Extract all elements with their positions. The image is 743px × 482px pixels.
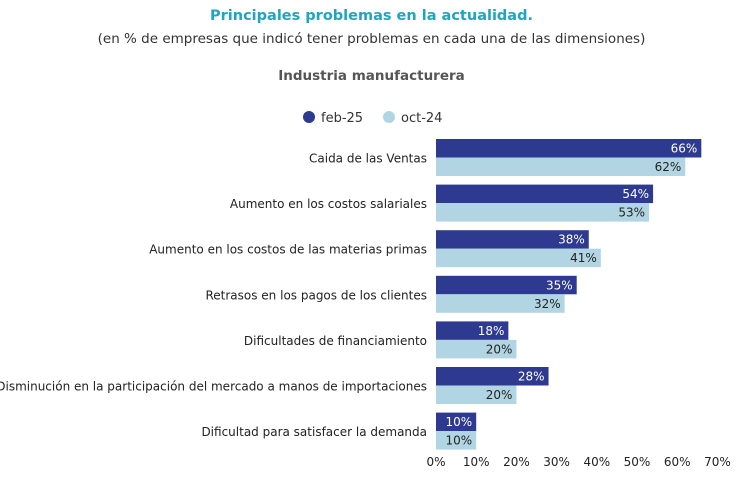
category-label: Caida de las Ventas	[309, 152, 427, 166]
category-label: Aumento en los costos de las materias pr…	[149, 243, 427, 257]
legend-label-oct-24: oct-24	[401, 111, 442, 126]
bar-oct-24	[436, 431, 477, 450]
data-label-oct-24: 10%	[446, 434, 473, 448]
legend-marker-oct-24	[383, 111, 395, 123]
bar-feb-25	[436, 139, 702, 158]
data-label-feb-25: 18%	[478, 324, 505, 338]
category-label: Dificultad para satisfacer la demanda	[201, 425, 427, 439]
bar-feb-25	[436, 184, 654, 204]
data-label-feb-25: 38%	[558, 233, 585, 247]
data-label-oct-24: 32%	[534, 297, 561, 311]
x-tick-label: 60%	[664, 455, 691, 469]
data-label-oct-24: 53%	[618, 206, 645, 220]
category-label: Aumento en los costos salariales	[230, 197, 427, 211]
x-tick-label: 10%	[463, 455, 490, 469]
category-label: Dificultades de financiamiento	[244, 334, 427, 348]
bar-oct-24	[436, 203, 650, 222]
data-label-feb-25: 54%	[622, 187, 649, 201]
data-label-oct-24: 62%	[655, 160, 682, 174]
data-label-oct-24: 41%	[570, 251, 597, 265]
bar-feb-25	[436, 230, 589, 249]
data-label-oct-24: 20%	[486, 342, 513, 356]
data-label-feb-25: 35%	[546, 278, 573, 292]
data-label-oct-24: 20%	[486, 388, 513, 402]
x-tick-label: 30%	[543, 455, 570, 469]
legend-marker-feb-25	[303, 111, 315, 123]
data-label-feb-25: 66%	[671, 142, 698, 156]
bar-oct-24	[436, 157, 686, 176]
data-label-feb-25: 28%	[518, 370, 545, 384]
chart-subtitle: (en % de empresas que indicó tener probl…	[97, 31, 646, 47]
bar-feb-25	[436, 367, 549, 386]
chart-title: Principales problemas en la actualidad.	[210, 8, 533, 24]
x-tick-label: 50%	[624, 455, 651, 469]
bar-oct-24	[436, 339, 517, 359]
bar-oct-24	[436, 294, 565, 313]
x-tick-label: 20%	[503, 455, 530, 469]
bar-oct-24	[436, 385, 517, 404]
x-tick-label: 40%	[583, 455, 610, 469]
bar-oct-24	[436, 248, 601, 268]
bar-feb-25	[436, 321, 509, 340]
bar-feb-25	[436, 275, 577, 295]
legend-label-feb-25: feb-25	[321, 111, 363, 126]
data-label-feb-25: 10%	[446, 415, 473, 429]
bar-feb-25	[436, 412, 477, 432]
x-tick-label: 70%	[704, 455, 731, 469]
x-tick-label: 0%	[426, 455, 445, 469]
category-label: Retrasos en los pagos de los clientes	[205, 288, 427, 302]
category-label: Disminución en la participación del merc…	[0, 380, 427, 394]
panel-title: Industria manufacturera	[278, 68, 465, 84]
